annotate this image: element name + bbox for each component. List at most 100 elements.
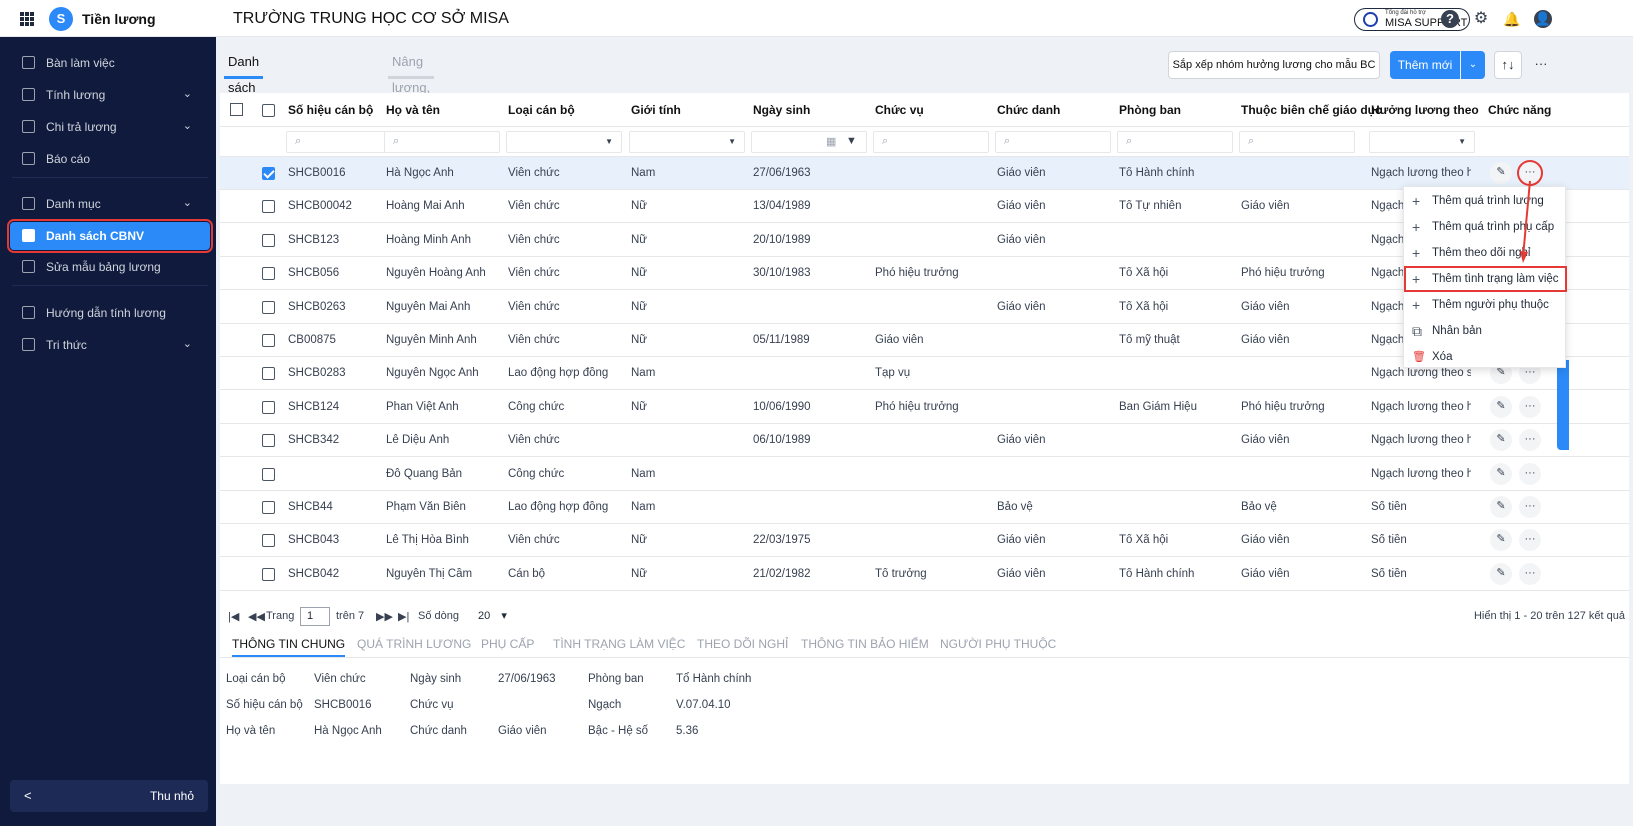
sidebar-item-6[interactable]: Sửa mẫu bảng lương: [10, 253, 210, 281]
column-header[interactable]: Chức năng: [1488, 103, 1552, 117]
more-icon[interactable]: ···: [1519, 462, 1541, 485]
row-checkbox[interactable]: [262, 233, 275, 247]
avatar[interactable]: 👤: [1534, 10, 1552, 28]
row-checkbox[interactable]: [262, 400, 275, 414]
edit-icon[interactable]: ✎: [1490, 395, 1512, 418]
page-input[interactable]: 1: [300, 607, 330, 626]
table-row[interactable]: SHCB123 Hoàng Minh Anh Viên chức Nữ 20/10/19…: [220, 223, 1629, 257]
row-checkbox[interactable]: [262, 167, 275, 180]
help-icon[interactable]: ?: [1441, 10, 1459, 28]
menu-item[interactable]: + Thêm người phụ thuộc: [1404, 292, 1567, 318]
sidebar-item-8[interactable]: Tri thức ⌄: [10, 331, 210, 359]
row-checkbox[interactable]: [262, 467, 275, 481]
row-checkbox[interactable]: [262, 534, 275, 548]
next-page-icon[interactable]: ▶▶: [376, 611, 393, 623]
sidebar-item-1[interactable]: Tính lương ⌄: [10, 81, 210, 109]
menu-item[interactable]: + Thêm quá trình phụ cấp: [1404, 214, 1567, 240]
detail-tab[interactable]: THEO DÕI NGHỈ: [697, 637, 789, 651]
filter-field[interactable]: ▼: [629, 131, 745, 153]
more-options-icon[interactable]: ···: [1534, 56, 1548, 71]
select-all-checkbox[interactable]: [262, 104, 275, 117]
row-checkbox[interactable]: [262, 200, 275, 214]
row-checkbox[interactable]: [262, 434, 275, 448]
detail-tab[interactable]: THÔNG TIN CHUNG: [232, 637, 346, 657]
more-icon[interactable]: ···: [1519, 496, 1541, 518]
filter-field[interactable]: ▼: [506, 131, 622, 153]
detail-tab[interactable]: TÌNH TRẠNG LÀM VIỆC: [553, 637, 686, 651]
filter-field[interactable]: ▦ ▼: [751, 131, 867, 153]
detail-tab[interactable]: PHỤ CẤP: [481, 637, 535, 651]
tab-salary-raise[interactable]: Nâng lương, phụ cấp: [388, 49, 435, 147]
collapse-sidebar-button[interactable]: < Thu nhỏ: [10, 780, 208, 812]
apps-grid-icon[interactable]: [20, 12, 34, 26]
menu-item[interactable]: ⧉ Nhân bản: [1404, 318, 1567, 344]
edit-icon[interactable]: ✎: [1490, 162, 1512, 184]
more-icon[interactable]: ···: [1517, 160, 1543, 186]
row-checkbox[interactable]: [262, 267, 275, 281]
row-checkbox[interactable]: [262, 501, 275, 514]
table-row[interactable]: SHCB0283 Nguyễn Ngọc Anh Lao động hợp đồng…: [220, 357, 1629, 391]
table-row[interactable]: SHCB342 Lê Diệu Ánh Viên chức 06/10/1989 Giá…: [220, 424, 1629, 458]
rows-select[interactable]: 20 ▾: [472, 607, 518, 626]
sidebar-item-3[interactable]: Báo cáo: [10, 145, 210, 173]
edit-icon[interactable]: ✎: [1490, 496, 1512, 518]
row-checkbox[interactable]: [262, 300, 275, 314]
edit-icon[interactable]: ✎: [1490, 462, 1512, 485]
filter-field[interactable]: ⌕: [384, 131, 500, 153]
column-header[interactable]: Chức danh: [997, 103, 1061, 117]
detail-tab[interactable]: QUÁ TRÌNH LƯƠNG: [357, 637, 472, 651]
side-panel-toggle[interactable]: [1557, 360, 1569, 450]
edit-icon[interactable]: ✎: [1490, 429, 1512, 452]
menu-item[interactable]: + Thêm quá trình lương: [1404, 188, 1567, 214]
table-row[interactable]: CB00875 Nguyễn Minh Anh Viên chức Nữ 05/11/1…: [220, 324, 1629, 357]
column-header[interactable]: Giới tính: [631, 103, 681, 117]
edit-icon[interactable]: ✎: [1490, 529, 1512, 552]
filter-field[interactable]: ⌕: [1117, 131, 1233, 153]
filter-field[interactable]: ⌕: [1239, 131, 1355, 153]
column-header[interactable]: Hưởng lương theo: [1371, 103, 1479, 117]
sidebar-item-5[interactable]: Danh sách CBNV: [7, 219, 213, 253]
add-new-button[interactable]: Thêm mới: [1390, 51, 1460, 79]
sort-icon[interactable]: ↑↓: [1494, 51, 1522, 79]
row-checkbox[interactable]: [262, 367, 275, 381]
more-icon[interactable]: ···: [1519, 429, 1541, 452]
more-icon[interactable]: ···: [1519, 529, 1541, 552]
row-checkbox[interactable]: [262, 567, 275, 581]
bell-icon[interactable]: 🔔: [1503, 11, 1521, 27]
table-row[interactable]: SHCB124 Phan Việt Anh Công chức Nữ 10/06/199…: [220, 390, 1629, 424]
sidebar-item-7[interactable]: Hướng dẫn tính lương: [10, 299, 210, 327]
gear-icon[interactable]: ⚙: [1473, 10, 1489, 27]
table-row[interactable]: SHCB0016 Hà Ngọc Anh Viên chức Nam 27/06/196…: [220, 157, 1629, 190]
detail-tab[interactable]: THÔNG TIN BẢO HIỂM: [801, 637, 929, 651]
sort-group-button[interactable]: Sắp xếp nhóm hưởng lương cho mẫu BC: [1168, 51, 1380, 79]
column-header[interactable]: Số hiệu cán bộ: [288, 103, 374, 117]
column-header[interactable]: Ngày sinh: [753, 103, 811, 117]
filter-field[interactable]: ▼: [1369, 131, 1475, 153]
sidebar-item-4[interactable]: Danh mục ⌄: [10, 190, 210, 218]
more-icon[interactable]: ···: [1519, 395, 1541, 418]
first-page-icon[interactable]: |◀: [228, 611, 240, 623]
table-row[interactable]: SHCB042 Nguyễn Thị Cầm Cán bộ Nữ 21/02/1982 T…: [220, 557, 1629, 591]
sidebar-item-2[interactable]: Chi trả lương ⌄: [10, 113, 210, 141]
column-header[interactable]: Phòng ban: [1119, 103, 1181, 117]
column-header[interactable]: Loại cán bộ: [508, 103, 575, 117]
prev-page-icon[interactable]: ◀◀: [248, 611, 265, 623]
column-layout-icon[interactable]: [230, 103, 243, 116]
column-header[interactable]: Chức vụ: [875, 103, 924, 117]
last-page-icon[interactable]: ▶|: [398, 611, 410, 623]
column-header[interactable]: Họ và tên: [386, 103, 441, 117]
row-checkbox[interactable]: [262, 334, 275, 347]
column-header[interactable]: Thuộc biên chế giáo dục: [1241, 103, 1382, 117]
table-row[interactable]: Đỗ Quang Bản Công chức Nam Ngạch lương theo…: [220, 457, 1629, 491]
filter-field[interactable]: ⌕: [873, 131, 989, 153]
detail-tab[interactable]: NGƯỜI PHỤ THUỘC: [940, 637, 1057, 651]
menu-item[interactable]: + Thêm tình trạng làm việc: [1404, 266, 1567, 292]
menu-item[interactable]: 🗑 Xóa: [1404, 344, 1567, 370]
sidebar-item-0[interactable]: Bàn làm việc: [10, 49, 210, 77]
edit-icon[interactable]: ✎: [1490, 562, 1512, 585]
tab-staff-list[interactable]: Danh sách cán bộ nhân viên: [224, 49, 264, 199]
menu-item[interactable]: + Thêm theo dõi nghỉ: [1404, 240, 1567, 266]
filter-field[interactable]: ⌕: [995, 131, 1111, 153]
more-icon[interactable]: ···: [1519, 562, 1541, 585]
add-new-dropdown-button[interactable]: ⌄: [1461, 51, 1485, 79]
